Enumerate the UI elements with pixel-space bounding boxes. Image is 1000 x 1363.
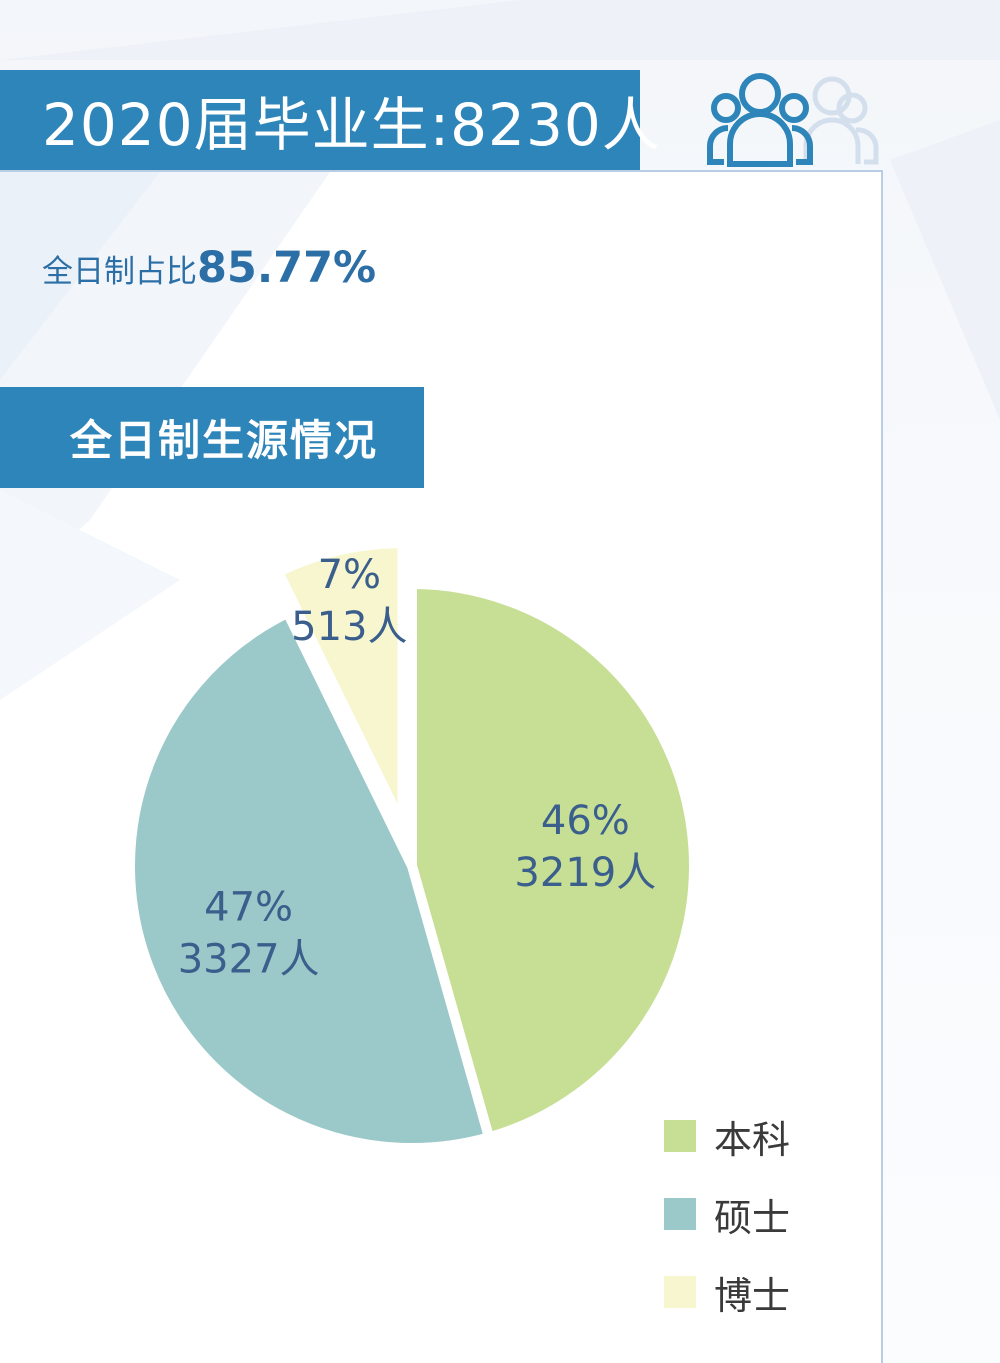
card-facet-2 [0,172,160,380]
data-label-percent-doctor: 7% [318,552,381,598]
bg-facet-right [890,120,1000,420]
data-label-count-master: 3327人 [178,937,320,983]
legend-item-master: 硕士 [664,1175,790,1253]
slice-doctor [273,538,408,831]
data-label-percent-master: 47% [204,885,293,931]
bg-facet-top [0,0,1000,60]
legend-swatch-master [664,1198,696,1230]
section-title-banner: 全日制生源情况 [0,387,424,488]
card-facet-1 [0,172,330,600]
legend-item-doctor: 博士 [664,1253,790,1331]
section-title: 全日制生源情况 [70,416,379,465]
slice-undergraduate [407,579,699,1143]
legend-swatch-doctor [664,1276,696,1308]
fulltime-ratio-label: 全日制占比 [42,254,197,290]
data-label-percent-undergraduate: 46% [541,798,630,844]
fulltime-ratio-value: 85.77% [197,243,377,293]
card-facet-3 [0,490,180,700]
legend-label-doctor: 博士 [714,1273,791,1318]
legend-label-undergraduate: 本科 [714,1117,791,1162]
people-group-icon [707,73,879,167]
people-icon-front [707,73,813,167]
data-label-count-undergraduate: 3219人 [514,850,656,896]
fulltime-ratio: 全日制占比85.77% [42,243,376,293]
chart-legend: 本科 硕士 博士 [664,1097,790,1331]
legend-item-undergraduate: 本科 [664,1097,790,1175]
page-title-banner: 2020届毕业生:8230人 [0,70,660,170]
legend-label-master: 硕士 [714,1195,791,1240]
data-label-count-doctor: 513人 [291,604,407,650]
legend-swatch-undergraduate [664,1120,696,1152]
page-title: 2020届毕业生:8230人 [42,91,661,159]
slice-master [125,607,494,1153]
